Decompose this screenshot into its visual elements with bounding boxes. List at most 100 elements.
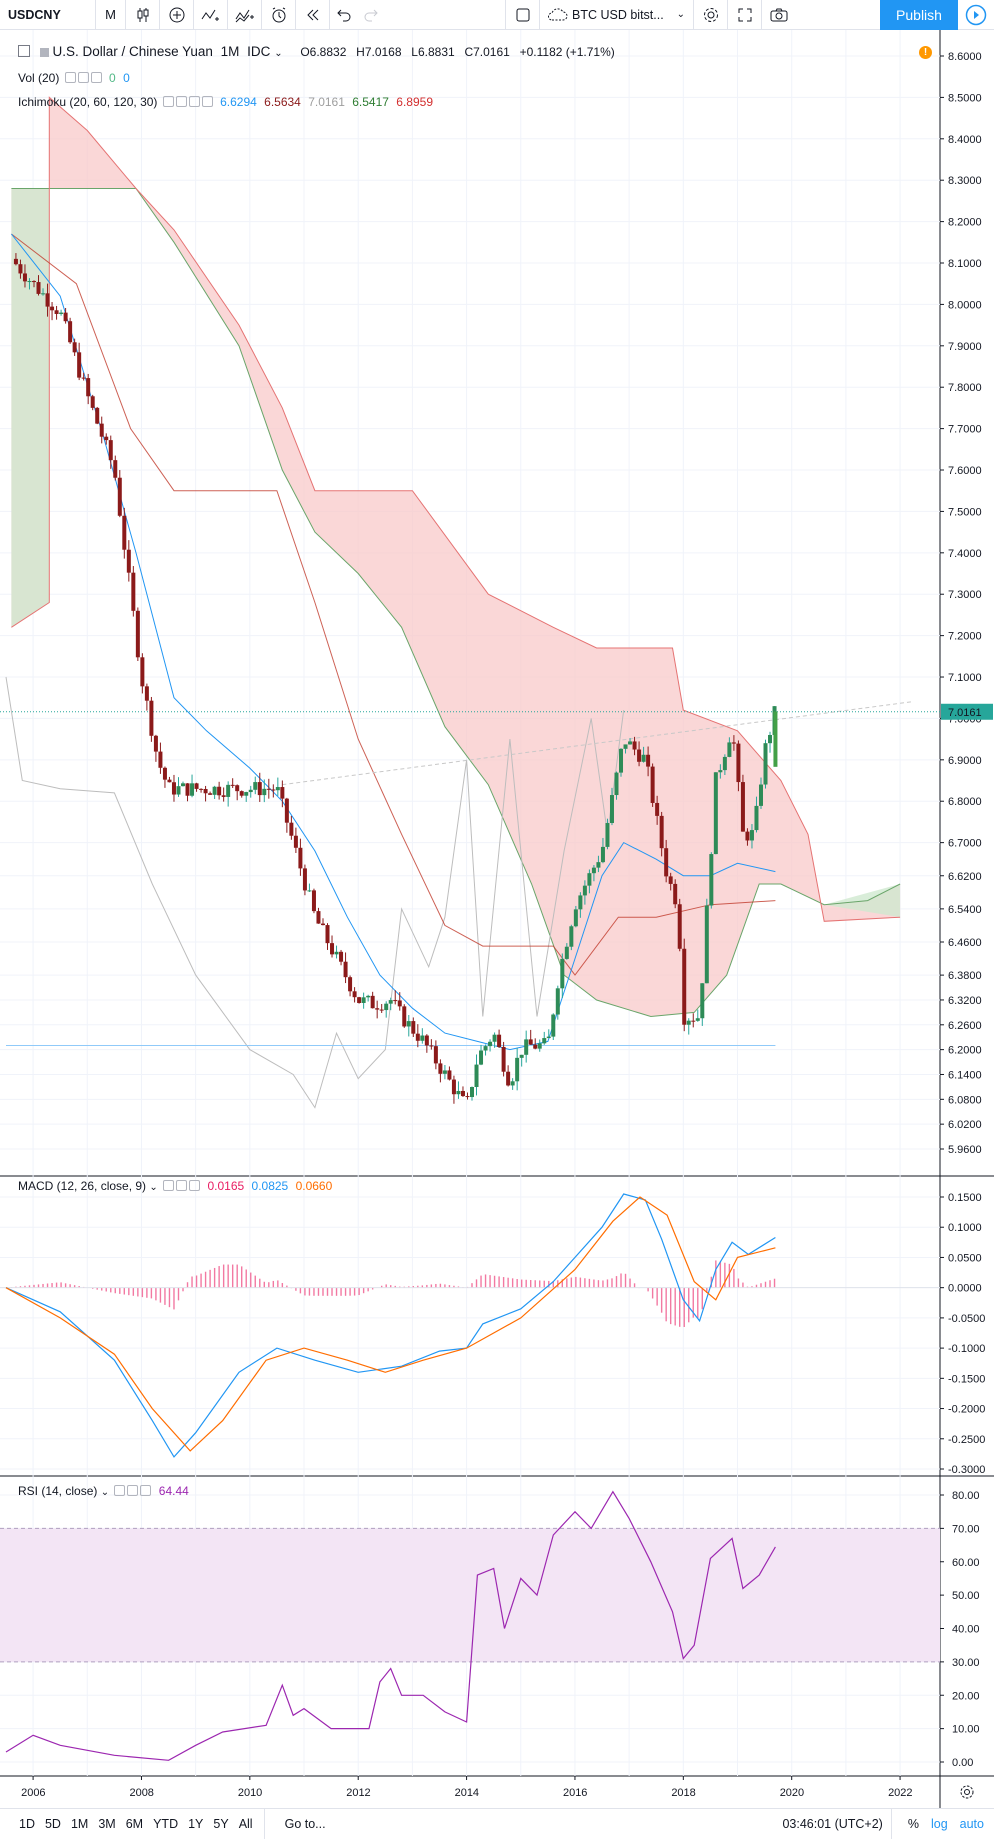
eye-icon[interactable] [163,1180,175,1191]
candle-body [131,572,136,611]
candle-body [144,686,149,701]
legend-title: U.S. Dollar / Chinese Yuan [52,44,213,59]
price-tick-label: 6.8000 [948,796,982,808]
ichimoku-legend: Ichimoku (20, 60, 120, 30) 6.6294 6.5634… [18,95,433,109]
chart-canvas[interactable]: 8.6000 8.5000 8.4000 8.3000 8.2000 8.1000 8.00… [0,30,994,1808]
close-icon[interactable] [201,96,213,107]
log-toggle[interactable]: log [930,1816,948,1831]
close-icon[interactable] [140,1485,152,1496]
candle-body [27,281,32,283]
candle-body [438,1063,443,1074]
macd-chevron-icon[interactable]: ⌄ [149,1182,158,1193]
rsi-tick-label: 60.00 [952,1557,980,1569]
time-tick-label: 2014 [455,1787,479,1799]
eye-icon[interactable] [162,96,174,107]
compare-dropdown[interactable]: BTC USD bitst... ⌄ [539,0,693,30]
candle-body [271,789,276,791]
price-tick-label: 8.3000 [948,175,982,187]
candle-body [700,983,705,1019]
publish-button[interactable]: Publish [880,0,958,30]
candle-body [181,783,186,787]
rsi-value: 64.44 [158,1484,189,1498]
fullscreen-icon[interactable] [727,0,761,30]
candle-body [126,549,131,573]
range-1d[interactable]: 1D [19,1816,35,1831]
candle-body [36,282,41,294]
replay-icon[interactable] [295,0,329,30]
candles-icon[interactable] [125,0,159,30]
alert-badge-icon[interactable]: ! [919,46,932,59]
indicators-plus-icon[interactable] [159,0,193,30]
candle-body [619,748,624,773]
price-tick-label: 7.4000 [948,548,982,560]
settings-icon[interactable] [77,72,89,83]
source-icon[interactable] [188,96,200,107]
macd-tick-label: -0.0500 [948,1313,985,1325]
interval-button[interactable]: M [95,0,125,30]
macd-tick-label: 0.0500 [948,1252,982,1264]
candle-body [257,782,262,796]
time-tick-label: 2018 [671,1787,695,1799]
range-1m[interactable]: 1M [70,1816,89,1831]
candle-body [217,786,222,796]
symbol-search[interactable]: USDCNY [8,7,61,22]
ich-value-4: 6.5417 [352,95,389,109]
range-1y[interactable]: 1Y [188,1816,204,1831]
settings-icon[interactable] [176,1180,188,1191]
settings-icon[interactable] [175,96,187,107]
rsi-tick-label: 10.00 [952,1724,980,1736]
candle-body [135,610,140,658]
bottom-divider [890,1808,892,1839]
price-tick-label: 6.5400 [948,904,982,916]
templates-icon[interactable] [227,0,261,30]
rectangle-icon[interactable] [505,0,539,30]
span-a-line [11,188,901,1018]
eye-icon[interactable] [114,1485,126,1496]
legend-chevron-icon[interactable]: ⌄ [274,48,283,59]
close-icon[interactable] [90,72,102,83]
candle-body [244,792,249,796]
candle-body [673,883,678,905]
gear-icon[interactable] [693,0,727,30]
eye-icon[interactable] [64,72,76,83]
legend-interval: 1M [220,44,240,59]
candle-body [758,784,763,806]
close-icon[interactable] [189,1180,201,1191]
rsi-title: RSI (14, close) [18,1484,98,1498]
candle-body [465,1096,470,1098]
range-ytd[interactable]: YTD [153,1816,179,1831]
redo-icon[interactable] [357,0,385,30]
candle-body [609,795,614,824]
rsi-chevron-icon[interactable]: ⌄ [100,1487,110,1498]
candle-body [695,1018,700,1021]
play-icon[interactable] [958,0,994,30]
time-tick-label: 2022 [888,1787,912,1799]
candle-body [81,377,86,379]
settings-icon[interactable] [127,1485,139,1496]
macd-title: MACD (12, 26, close, 9) [18,1179,147,1193]
indicators-icon[interactable] [193,0,227,30]
alert-icon[interactable] [261,0,295,30]
ichimoku-cloud-red [11,97,901,1017]
auto-toggle[interactable]: auto [959,1816,984,1831]
macd-tick-label: -0.3000 [948,1464,985,1476]
candle-body [501,1046,506,1072]
undo-icon[interactable] [329,0,357,30]
price-tick-label: 7.1000 [948,672,982,684]
range-all[interactable]: All [238,1816,253,1831]
camera-icon[interactable] [761,0,795,30]
collapse-icon[interactable] [18,45,30,57]
range-6m[interactable]: 6M [125,1816,144,1831]
candle-body [352,991,357,998]
range-3m[interactable]: 3M [98,1816,116,1831]
candle-body [330,943,335,955]
goto-button[interactable]: Go to... [284,1816,326,1831]
ich-value-5: 6.8959 [396,95,433,109]
percent-toggle[interactable]: % [907,1816,919,1831]
candle-body [745,831,750,841]
price-tick-label: 7.7000 [948,424,982,436]
range-5y[interactable]: 5Y [213,1816,229,1831]
range-5d[interactable]: 5D [44,1816,61,1831]
candle-body [171,782,176,795]
candle-body [533,1044,538,1049]
